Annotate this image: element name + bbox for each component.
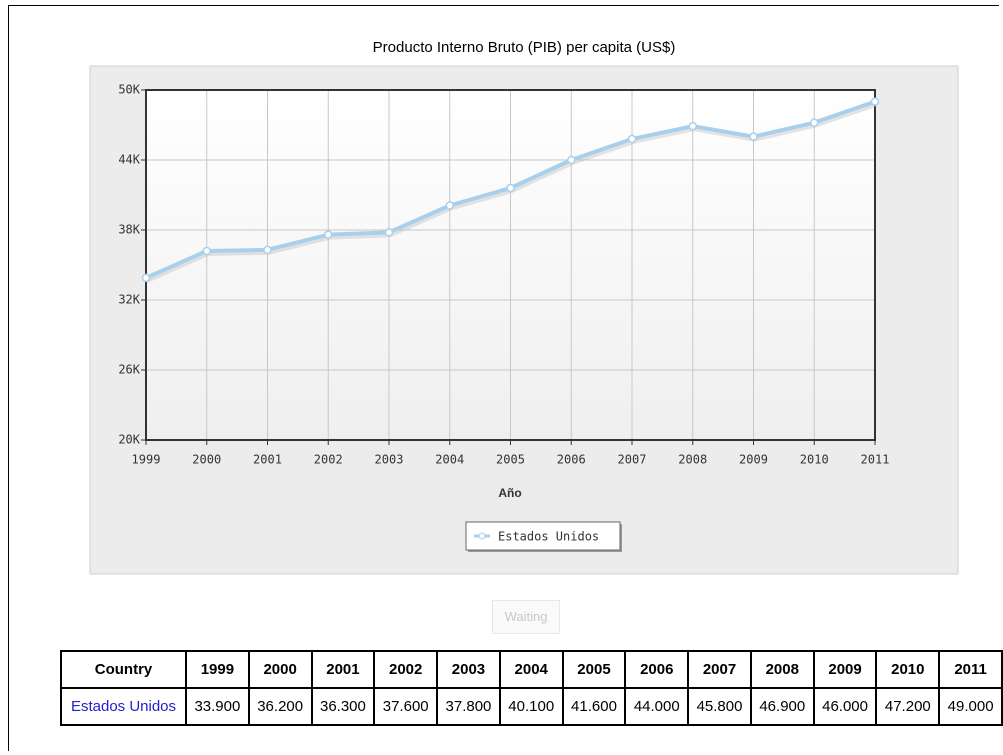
y-tick-label: 32K: [118, 293, 140, 307]
x-tick-label: 2000: [192, 453, 221, 467]
waiting-button[interactable]: Waiting: [492, 600, 560, 634]
header-row: Country 1999 2000 2001 2002 2003 2004 2005 2006 2…: [59, 650, 1003, 689]
cell: 40.100: [498, 687, 564, 726]
header-cell: 2001: [310, 650, 376, 689]
point: [688, 121, 697, 131]
x-tick-label: 2005: [496, 453, 525, 467]
page-frame: [8, 5, 999, 751]
legend-box: [465, 521, 621, 551]
point: [567, 155, 576, 165]
point: [263, 245, 272, 255]
cell: 36.200: [247, 687, 313, 726]
x-tick-label: 2001: [253, 453, 282, 467]
header-cell: 2002: [373, 650, 439, 689]
y-tick-label: 38K: [118, 223, 140, 237]
point: [141, 273, 151, 283]
point: [384, 228, 394, 237]
point: [870, 97, 880, 106]
header-cell: 2008: [749, 650, 815, 689]
cell: 44.000: [624, 687, 690, 726]
point: [324, 230, 333, 239]
chart-title: Producto Interno Bruto (PIB) per capita …: [373, 39, 676, 56]
header-cell: 2000: [247, 650, 313, 689]
cell: 37.600: [373, 687, 439, 726]
cell: 37.800: [436, 687, 501, 726]
header-cell: 2010: [875, 650, 941, 689]
cell: Estados Unidos: [59, 687, 188, 726]
cell: 41.600: [561, 687, 627, 726]
header-cell: 2006: [624, 650, 690, 689]
cell: 46.000: [812, 687, 878, 726]
legend-label: Estados Unidos: [498, 530, 599, 544]
point: [627, 134, 637, 144]
header-cell: 2011: [938, 650, 1003, 689]
cell: 49.000: [938, 687, 1003, 726]
point: [445, 201, 454, 210]
data-table: Country 1999 2000 2001 2002 2003 2004 2005 2006 2…: [59, 650, 1003, 726]
header-cell: 2007: [687, 650, 752, 689]
cell: 33.900: [185, 687, 250, 726]
legend-marker: [478, 532, 486, 540]
x-tick-label: 2002: [314, 453, 343, 467]
y-tick-label: 50K: [118, 83, 140, 97]
x-tick-label: 2010: [800, 453, 829, 467]
header-cell: 1999: [185, 650, 250, 689]
point: [749, 132, 758, 141]
y-tick-label: 26K: [118, 363, 140, 377]
header-cell: Country: [59, 650, 188, 689]
x-tick-label: 2008: [678, 453, 707, 467]
x-tick-label: 2006: [557, 453, 586, 467]
cell: 47.200: [875, 687, 941, 726]
x-axis-label: Año: [498, 486, 521, 500]
point: [506, 183, 515, 193]
header-cell: 2004: [498, 650, 564, 689]
x-tick-label: 2009: [739, 453, 768, 467]
x-tick-label: 2011: [861, 453, 890, 467]
cell: 46.900: [749, 687, 815, 726]
header-cell: 2003: [436, 650, 501, 689]
x-tick-label: 1999: [132, 453, 161, 467]
point: [810, 118, 819, 127]
y-tick-label: 44K: [118, 153, 140, 167]
point: [202, 246, 211, 256]
header-cell: 2009: [812, 650, 878, 689]
x-tick-label: 2003: [375, 453, 404, 467]
cell: 36.300: [310, 687, 376, 726]
y-tick-label: 20K: [118, 433, 140, 447]
x-tick-label: 2007: [618, 453, 647, 467]
data-row: Estados Unidos 33.900 36.200 36.300 37.600 37…: [59, 687, 1003, 726]
header-cell: 2005: [561, 650, 627, 689]
cell: 45.800: [687, 687, 752, 726]
plot-border: [145, 89, 876, 441]
x-tick-label: 2004: [435, 453, 464, 467]
chart: Producto Interno Bruto (PIB) per capita …: [89, 39, 959, 575]
